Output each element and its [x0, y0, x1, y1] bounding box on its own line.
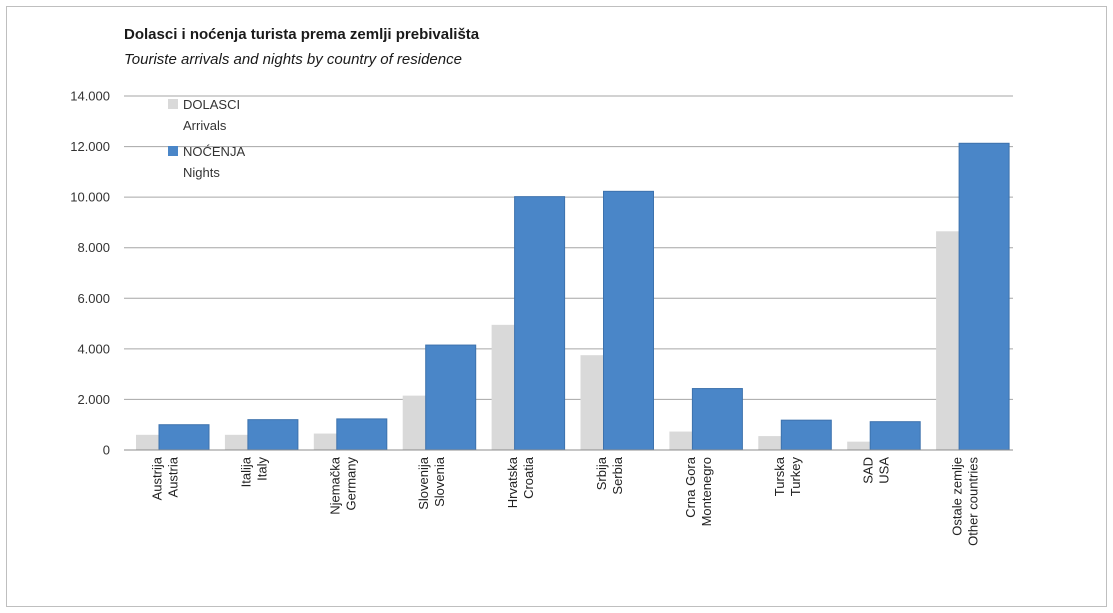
- bar-nights: [336, 418, 388, 451]
- x-tick-label: Italija: [238, 456, 253, 487]
- chart-subtitle: Touriste arrivals and nights by country …: [124, 51, 462, 68]
- x-tick-label: Slovenia: [432, 456, 447, 507]
- x-tick-label: Ostale zemlje: [950, 457, 965, 536]
- bar-nights: [247, 419, 299, 451]
- bar-nights: [691, 388, 743, 451]
- bar-nights: [514, 196, 566, 451]
- x-tick-label: Germany: [343, 457, 358, 511]
- y-tick-label: 6.000: [77, 291, 110, 306]
- chart-frame: [6, 6, 1107, 607]
- x-tick-label: Austria: [165, 456, 180, 497]
- bar-nights: [603, 190, 654, 451]
- legend-label-en: Arrivals: [183, 118, 227, 133]
- x-tick-label: Austrija: [149, 456, 164, 500]
- legend-label: DOLASCI: [183, 97, 240, 112]
- x-tick-label: Montenegro: [699, 457, 714, 526]
- x-tick-label: USA: [877, 457, 892, 484]
- x-tick-label: Crna Gora: [683, 456, 698, 517]
- x-tick-label: Hrvatska: [505, 456, 520, 508]
- y-tick-label: 2.000: [77, 392, 110, 407]
- legend-label-en: Nights: [183, 165, 220, 180]
- bar-nights: [425, 344, 477, 451]
- x-tick-label: Italy: [254, 457, 269, 481]
- bar-nights: [158, 424, 210, 451]
- y-tick-label: 0: [103, 443, 110, 458]
- y-tick-label: 8.000: [77, 240, 110, 255]
- bar-nights: [958, 142, 1010, 451]
- bar-nights: [869, 421, 921, 451]
- x-tick-label: Other countries: [966, 457, 981, 546]
- x-tick-label: Serbia: [610, 456, 625, 494]
- legend-swatch-nights: [168, 146, 178, 156]
- x-tick-label: Croatia: [521, 456, 536, 499]
- y-tick-label: 14.000: [70, 89, 110, 104]
- x-tick-label: Slovenija: [416, 456, 431, 510]
- x-tick-label: Turkey: [788, 457, 803, 497]
- y-tick-label: 4.000: [77, 341, 110, 356]
- legend-label: NOĆENJA: [183, 144, 245, 159]
- x-tick-label: Turska: [772, 456, 787, 496]
- y-tick-label: 12.000: [70, 139, 110, 154]
- x-tick-label: Srbija: [594, 456, 609, 490]
- y-tick-label: 10.000: [70, 190, 110, 205]
- bar-nights: [780, 419, 832, 451]
- x-tick-label: SAD: [861, 457, 876, 484]
- chart-title: Dolasci i noćenja turista prema zemlji p…: [124, 26, 480, 43]
- legend-swatch-arrivals: [168, 99, 178, 109]
- x-tick-label: Njemačka: [327, 456, 342, 515]
